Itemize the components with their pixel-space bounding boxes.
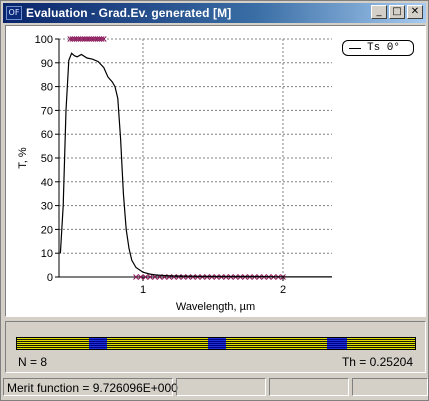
target-marker xyxy=(88,36,95,42)
y-tick-label: 20 xyxy=(41,224,53,236)
target-marker xyxy=(92,36,99,42)
high-index-layer[interactable] xyxy=(88,338,107,349)
status-bar: Merit function = 9.726096E+000 xyxy=(3,378,428,398)
close-button[interactable]: ✕ xyxy=(407,5,423,19)
target-marker xyxy=(142,274,149,280)
y-tick-label: 10 xyxy=(41,248,53,260)
minimize-button[interactable]: _ xyxy=(371,5,387,19)
y-tick-label: 50 xyxy=(41,153,53,165)
chart-grid xyxy=(59,38,332,277)
layer-count: N = 8 xyxy=(18,355,48,369)
x-tick-label: 1 xyxy=(140,284,146,296)
chart-ticks: 0 10 20 30 40 50 60 70 80 90 100 1 2 xyxy=(35,34,286,296)
target-marker xyxy=(73,36,80,42)
series-line xyxy=(59,52,332,278)
y-tick-label: 0 xyxy=(47,272,53,284)
y-tick-label: 30 xyxy=(41,201,53,213)
high-index-layer[interactable] xyxy=(208,338,226,349)
target-marker xyxy=(199,274,206,280)
y-tick-label: 60 xyxy=(41,129,53,141)
target-marker xyxy=(100,36,107,42)
status-cell-2 xyxy=(176,378,266,396)
target-marker xyxy=(204,274,210,280)
target-marker xyxy=(71,36,78,42)
window-controls: _ □ ✕ xyxy=(371,5,423,19)
x-axis-label: Wavelength, µm xyxy=(176,301,255,313)
status-cell-4 xyxy=(352,378,428,396)
target-marker xyxy=(185,274,192,280)
target-marker xyxy=(190,274,196,280)
target-marker xyxy=(69,36,76,42)
window-title: Evaluation - Grad.Ev. generated [M] xyxy=(26,6,232,20)
target-marker xyxy=(90,36,97,42)
high-index-layer[interactable] xyxy=(327,338,348,349)
target-marker xyxy=(133,274,139,280)
target-marker xyxy=(194,274,201,280)
y-tick-label: 80 xyxy=(41,82,53,94)
target-marker xyxy=(94,36,101,42)
target-marker xyxy=(79,36,86,42)
chart-series xyxy=(59,52,332,278)
y-tick-label: 90 xyxy=(41,58,53,70)
target-marker xyxy=(137,274,144,280)
target-marker xyxy=(86,36,92,42)
target-marker xyxy=(209,274,215,280)
title-bar[interactable]: OF Evaluation - Grad.Ev. generated [M] _… xyxy=(3,3,426,23)
status-cell-3 xyxy=(269,378,349,396)
merit-function-status: Merit function = 9.726096E+000 xyxy=(3,378,178,396)
plot-panel[interactable]: 0 10 20 30 40 50 60 70 80 90 100 1 2 Wavelength, µm … xyxy=(5,25,426,317)
target-marker xyxy=(75,36,82,42)
maximize-button[interactable]: □ xyxy=(389,5,405,19)
total-thickness: Th = 0.25204 xyxy=(341,355,413,369)
target-marker xyxy=(67,36,74,42)
target-marker xyxy=(147,274,154,280)
target-marker xyxy=(77,36,84,42)
target-marker xyxy=(98,36,105,42)
y-tick-label: 40 xyxy=(41,177,53,189)
target-marker xyxy=(180,274,187,280)
target-marker xyxy=(84,36,90,42)
y-axis-label: T, % xyxy=(17,147,29,169)
app-icon[interactable]: OF xyxy=(6,6,22,20)
y-tick-label: 100 xyxy=(35,34,53,46)
y-tick-label: 70 xyxy=(41,105,53,117)
legend-line-icon xyxy=(349,47,361,49)
target-marker xyxy=(96,36,103,42)
chart-legend[interactable]: Ts 0° xyxy=(342,40,414,56)
x-tick-label: 2 xyxy=(280,284,286,296)
layer-stack-bar[interactable] xyxy=(16,337,416,350)
target-marker xyxy=(82,36,88,42)
design-panel: N = 8 Th = 0.25204 xyxy=(5,321,426,373)
legend-label: Ts 0° xyxy=(367,42,401,54)
